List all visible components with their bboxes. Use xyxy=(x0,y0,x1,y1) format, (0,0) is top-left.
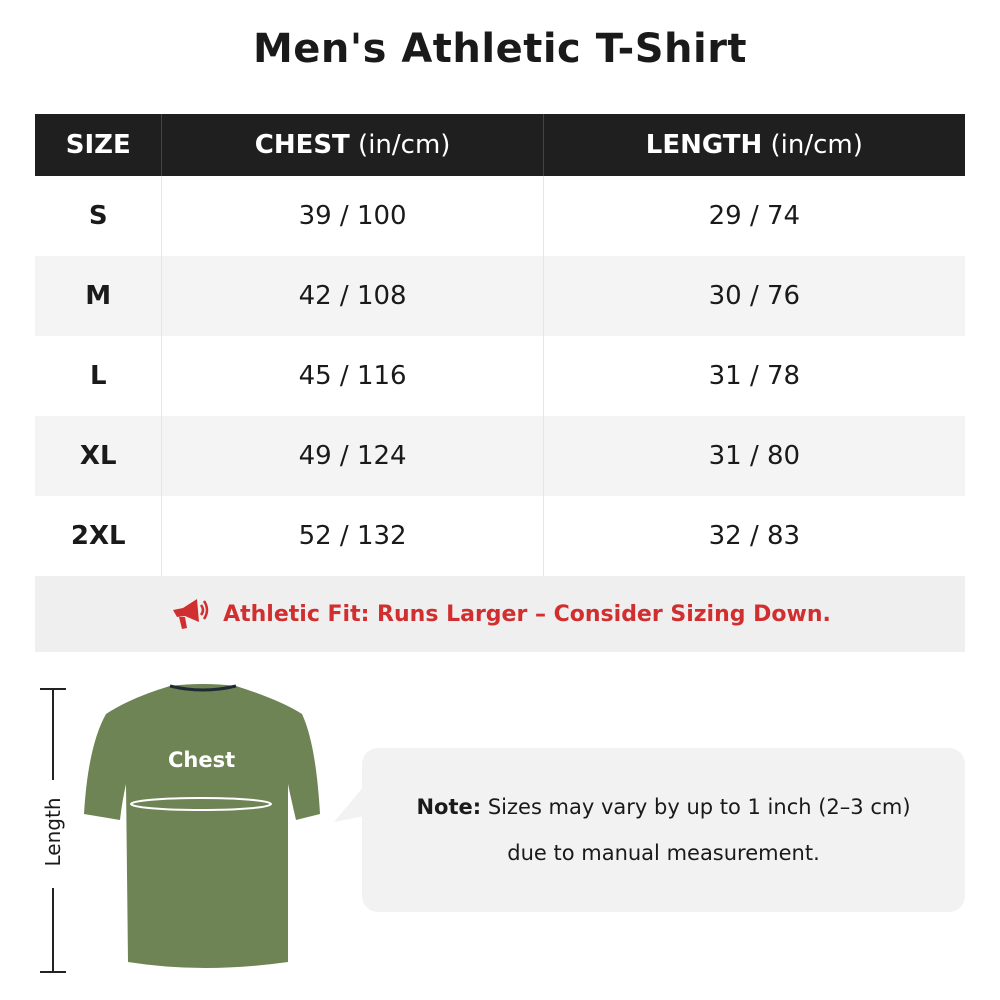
tshirt-image xyxy=(84,684,320,968)
size-cell: L xyxy=(35,336,163,416)
header-length: LENGTH (in/cm) xyxy=(543,114,965,176)
header-chest: CHEST (in/cm) xyxy=(161,114,544,176)
note-line-1: Note: Sizes may vary by up to 1 inch (2–… xyxy=(416,795,910,819)
length-cell: 31 / 78 xyxy=(708,361,801,391)
chest-cell: 39 / 100 xyxy=(161,176,544,256)
header-unit: (in/cm) xyxy=(762,130,863,160)
chest-cell: 45 / 116 xyxy=(161,336,544,416)
chest-label: Chest xyxy=(168,748,236,772)
fit-notice: Athletic Fit: Runs Larger – Consider Siz… xyxy=(35,576,965,652)
length-cell: 32 / 83 xyxy=(708,521,801,551)
length-cell: 31 / 80 xyxy=(543,416,965,496)
size-cell: M xyxy=(35,256,163,336)
size-cell: XL xyxy=(35,416,163,496)
length-ruler xyxy=(40,688,66,973)
chest-cell: 52 / 132 xyxy=(161,496,544,576)
table-row: 2XL 52 / 132 32 / 83 xyxy=(35,496,965,576)
note-text: Sizes may vary by up to 1 inch (2–3 cm) xyxy=(481,795,911,819)
header-size: SIZE xyxy=(35,114,163,176)
fit-notice-text: Athletic Fit: Runs Larger – Consider Siz… xyxy=(223,601,831,627)
megaphone-icon xyxy=(173,599,209,629)
bubble-tail xyxy=(334,786,364,822)
table-row: XL 49 / 124 31 / 80 xyxy=(35,416,965,496)
table-row: M 42 / 108 30 / 76 xyxy=(35,256,965,336)
header-unit: (in/cm) xyxy=(349,130,451,160)
size-cell: 2XL xyxy=(35,496,163,576)
size-table: SIZE CHEST (in/cm) LENGTH (in/cm) S 39 / … xyxy=(35,114,965,576)
table-row: S 39 / 100 29 / 74 xyxy=(35,176,965,256)
length-cell: 29 / 74 xyxy=(708,201,801,231)
chest-cell: 42 / 108 xyxy=(161,256,544,336)
note-line-2: due to manual measurement. xyxy=(507,841,820,865)
header-label: CHEST xyxy=(254,130,350,160)
header-label: SIZE xyxy=(65,130,131,160)
length-cell: 30 / 76 xyxy=(543,256,965,336)
page-title: Men's Athletic T-Shirt xyxy=(252,26,748,72)
header-label: LENGTH xyxy=(645,130,763,160)
chest-cell: 49 / 124 xyxy=(161,416,544,496)
size-cell: S xyxy=(35,176,163,256)
table-row: L 45 / 116 31 / 78 xyxy=(35,336,965,416)
table-header-row: SIZE CHEST (in/cm) LENGTH (in/cm) xyxy=(35,114,965,176)
note-label: Note: xyxy=(416,795,482,819)
length-label: Length xyxy=(41,797,65,867)
note-bubble: Note: Sizes may vary by up to 1 inch (2–… xyxy=(362,748,965,912)
